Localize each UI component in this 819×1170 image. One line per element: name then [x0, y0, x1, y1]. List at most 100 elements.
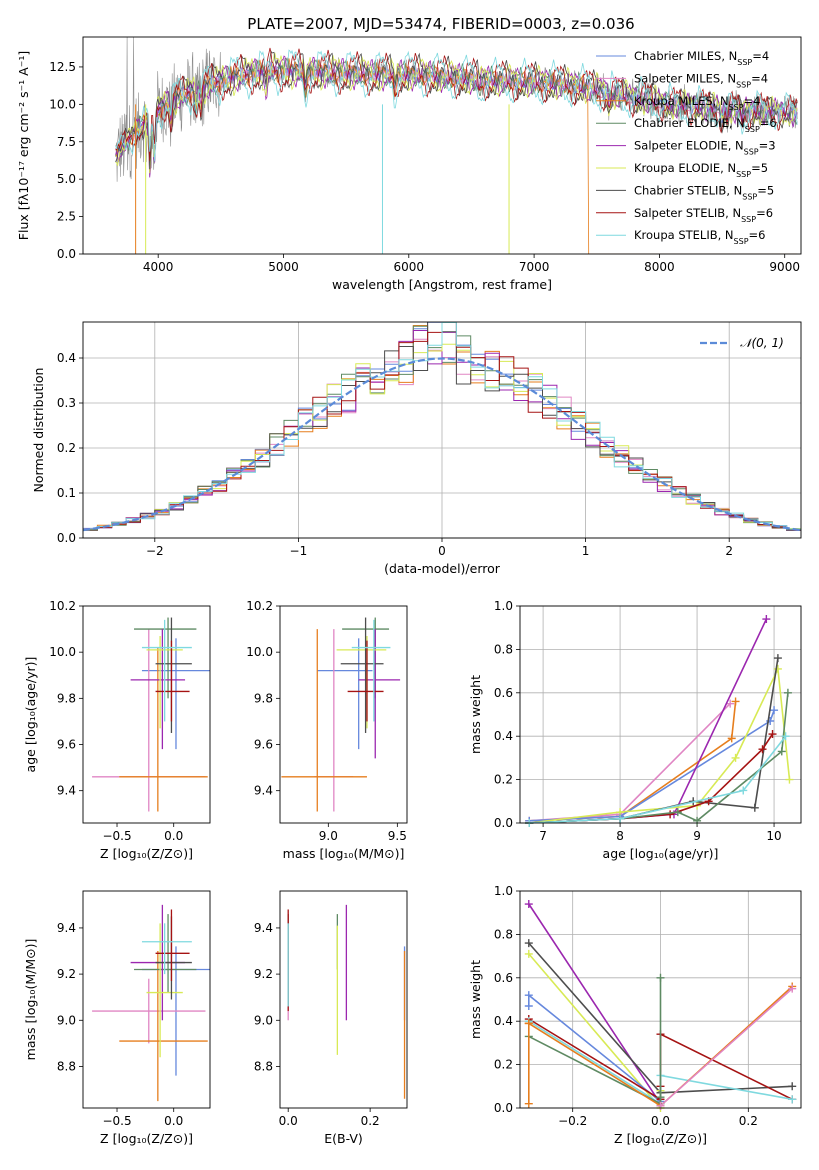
errorbar-point — [281, 629, 367, 812]
weight-point-marker — [524, 1019, 533, 1028]
y-tick-label: 1.0 — [494, 599, 513, 613]
errorbar-point — [146, 923, 183, 1058]
x-tick-label: 9 — [693, 829, 701, 843]
x-tick-label: −1 — [290, 544, 308, 558]
weight-point-marker — [731, 753, 740, 762]
weight-point-marker — [770, 706, 779, 715]
weight-point-marker — [693, 816, 702, 825]
x-tick-label: 0 — [438, 544, 446, 558]
y-tick-label: 9.0 — [57, 1013, 76, 1027]
y-axis-label: age [log₁₀(age/yr)] — [23, 657, 38, 773]
legend-label-main: Salpeter STELIB, N — [634, 206, 741, 220]
x-tick-label: 2 — [725, 544, 733, 558]
legend-label: Chabrier ELODIE, NSSP=6 — [634, 116, 777, 134]
errorbar-point — [92, 978, 206, 1044]
x-tick-label: −0.2 — [558, 1114, 587, 1128]
errorbar-point — [141, 619, 192, 722]
weight-point-marker — [758, 745, 767, 754]
legend-label-main: Kroupa MILES, N — [634, 94, 729, 108]
y-tick-label: 10.0 — [49, 645, 76, 659]
legend-label: Chabrier MILES, NSSP=4 — [634, 49, 769, 67]
weight-series-line — [528, 903, 662, 1107]
x-axis-label: Z [log₁₀(Z/Z⊙)] — [614, 1131, 707, 1146]
weight-point-marker — [777, 747, 786, 756]
weight-point-marker — [524, 1002, 533, 1011]
axes-frame — [519, 890, 802, 1109]
weight-series-line — [529, 735, 787, 823]
y-tick-label: 9.8 — [57, 691, 76, 705]
weight-point-marker — [785, 775, 794, 784]
y-tick-label: 12.5 — [49, 60, 76, 74]
model-spectrum-line — [115, 49, 798, 170]
y-axis-label: Flux [fλ10⁻¹⁷ erg cm⁻² s⁻¹ A⁻¹] — [16, 51, 31, 240]
x-tick-label: −0.5 — [102, 829, 131, 843]
weight-point-marker — [524, 949, 533, 958]
errorbar-point — [340, 617, 384, 733]
weight-point-marker — [524, 900, 533, 909]
legend-label-main: Chabrier MILES, N — [634, 49, 737, 63]
y-tick-label: 0.6 — [494, 971, 513, 985]
x-tick-label: 5000 — [268, 260, 299, 274]
weight-point-marker — [773, 664, 782, 673]
legend-label-sub: SSP — [736, 170, 751, 179]
axes-frame — [82, 890, 211, 1109]
x-tick-label: 0.0 — [279, 1114, 298, 1128]
x-axis-label: (data-model)/error — [384, 561, 501, 576]
weight-point-marker — [726, 699, 735, 708]
x-tick-label: 7000 — [519, 260, 550, 274]
weight-point-marker — [666, 810, 675, 819]
x-axis-label: mass [log₁₀(M/M⊙)] — [283, 846, 405, 861]
y-tick-label: 1.0 — [494, 884, 513, 898]
x-tick-label: 8 — [616, 829, 624, 843]
x-axis-label: E(B-V) — [324, 1131, 363, 1146]
axes-frame — [82, 605, 211, 824]
x-tick-label: −2 — [146, 544, 164, 558]
x-tick-label: 4000 — [143, 260, 174, 274]
y-tick-label: 9.4 — [57, 784, 76, 798]
x-axis-label: wavelength [Angstrom, rest frame] — [332, 277, 552, 292]
errorbar-point — [141, 923, 192, 975]
errorbar-point — [155, 909, 190, 982]
legend-label-main: Kroupa STELIB, N — [634, 228, 734, 242]
axes-frame — [82, 321, 802, 539]
errorbar-point — [358, 629, 401, 759]
legend-label-sub: SSP — [745, 125, 760, 134]
axes-frame — [279, 605, 408, 824]
weight-series-line — [529, 703, 731, 822]
y-tick-label: 0.2 — [57, 441, 76, 455]
y-tick-label: 8.8 — [254, 1059, 273, 1073]
x-tick-label: 6000 — [394, 260, 425, 274]
y-tick-label: 0.6 — [494, 686, 513, 700]
y-tick-label: 0.8 — [494, 642, 513, 656]
y-tick-label: 0.4 — [494, 729, 513, 743]
weight-point-marker — [656, 973, 665, 982]
legend-label-tail: =4 — [752, 49, 769, 63]
legend-label-sub: SSP — [744, 147, 759, 156]
model-spectrum-line — [115, 47, 798, 161]
weight-point-marker — [524, 991, 533, 1000]
y-tick-label: 0.8 — [494, 927, 513, 941]
errorbar-point — [314, 629, 354, 812]
errorbar-point — [130, 629, 186, 750]
x-axis-label: Z [log₁₀(Z/Z⊙)] — [100, 846, 193, 861]
legend-label-tail: =5 — [751, 161, 768, 175]
weight-series-line — [659, 988, 793, 1107]
legend-label-sub: SSP — [741, 214, 756, 223]
legend-label: Kroupa ELODIE, NSSP=5 — [634, 161, 768, 179]
x-tick-label: 9.5 — [388, 829, 407, 843]
y-tick-label: 10.2 — [246, 599, 273, 613]
gaussian-curve — [83, 357, 801, 532]
legend-label-tail: =5 — [757, 183, 774, 197]
x-tick-label: 0.0 — [651, 1114, 670, 1128]
y-tick-label: 9.4 — [254, 784, 273, 798]
x-tick-label: −0.5 — [102, 1114, 131, 1128]
x-tick-label: 9.0 — [319, 829, 338, 843]
legend-label-tail: =3 — [759, 139, 776, 153]
x-tick-label: 0.2 — [361, 1114, 380, 1128]
weight-point-marker — [731, 697, 740, 706]
y-tick-label: 9.6 — [57, 738, 76, 752]
residuals-panel: −2 −1 0 1 2 0.0 0.1 0.2 0.3 0.4 (data-model)/error… — [31, 321, 802, 576]
legend-label-tail: =4 — [751, 71, 768, 85]
x-tick-label: 7 — [539, 829, 547, 843]
